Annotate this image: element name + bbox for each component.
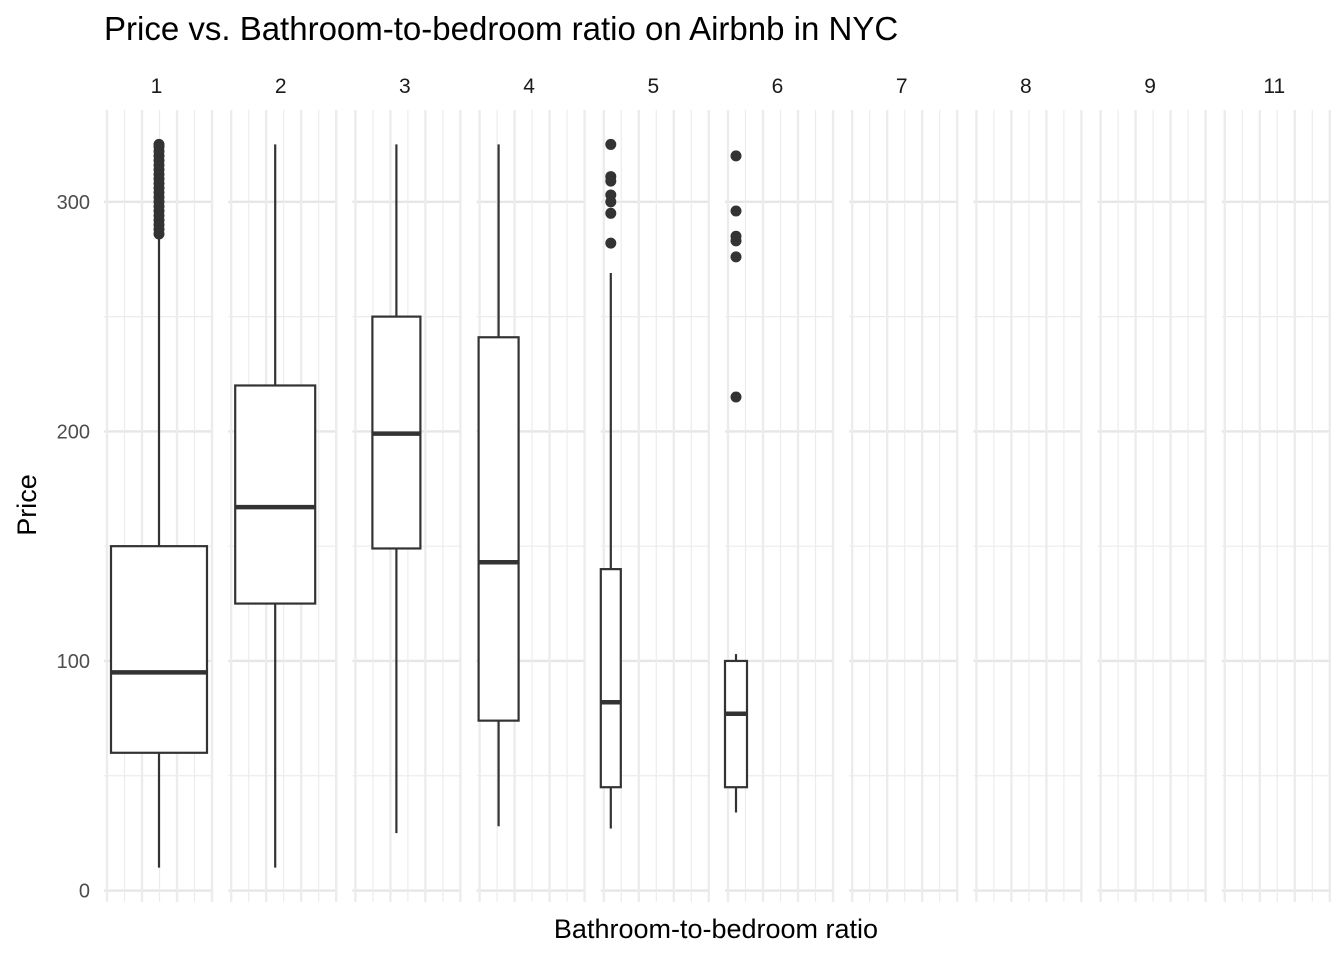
facets: 1 2 3 4 5 6 7 8 9 11 (104, 75, 1332, 902)
outlier-point (605, 237, 617, 249)
outlier-point (730, 391, 742, 403)
facet-panel: 6 (723, 75, 835, 902)
y-tick-label: 300 (57, 192, 90, 214)
facet-panel: 8 (973, 75, 1083, 902)
facet-strip-label: 9 (1144, 75, 1156, 98)
iqr-box (109, 545, 209, 754)
chart-title: Price vs. Bathroom-to-bedroom ratio on A… (104, 10, 898, 47)
outlier-point (605, 171, 617, 183)
facet-panel: 2 (228, 75, 338, 902)
facet-strip-label: 2 (275, 75, 287, 98)
iqr-box (599, 568, 622, 789)
facet-strip-label: 5 (647, 75, 659, 98)
outlier-point (605, 207, 617, 219)
facet-strip-label: 8 (1020, 75, 1032, 98)
y-tick-label: 200 (57, 421, 90, 443)
iqr-box (234, 384, 317, 605)
outlier-point (153, 138, 165, 150)
outlier-point (730, 251, 742, 263)
facet-panel: 4 (476, 75, 586, 902)
y-axis-label: Price (12, 474, 42, 536)
outlier-point (605, 138, 617, 150)
facet-strip-label: 11 (1263, 75, 1285, 98)
facet-strip-label: 6 (772, 75, 784, 98)
outlier-point (730, 205, 742, 217)
facet-panel: 11 (1221, 75, 1332, 902)
facet-strip-label: 7 (896, 75, 908, 98)
outlier-point (730, 230, 742, 242)
y-axis-ticks: 0 100 200 300 (57, 192, 90, 903)
outlier-point (605, 189, 617, 201)
iqr-box (723, 659, 749, 789)
iqr-box (477, 336, 520, 722)
facet-strip-label: 4 (523, 75, 535, 98)
y-tick-label: 100 (57, 651, 90, 673)
facet-strip-label: 1 (151, 75, 163, 98)
outlier-point (730, 150, 742, 162)
facet-panel: 1 (104, 75, 214, 902)
x-axis-label: Bathroom-to-bedroom ratio (554, 914, 878, 944)
facet-strip-label: 3 (399, 75, 411, 98)
facet-panel: 3 (352, 75, 462, 902)
facet-panel: 9 (1097, 75, 1207, 902)
y-tick-label: 0 (79, 881, 90, 903)
facet-panel: 5 (599, 75, 710, 902)
facet-panel: 7 (849, 75, 959, 902)
